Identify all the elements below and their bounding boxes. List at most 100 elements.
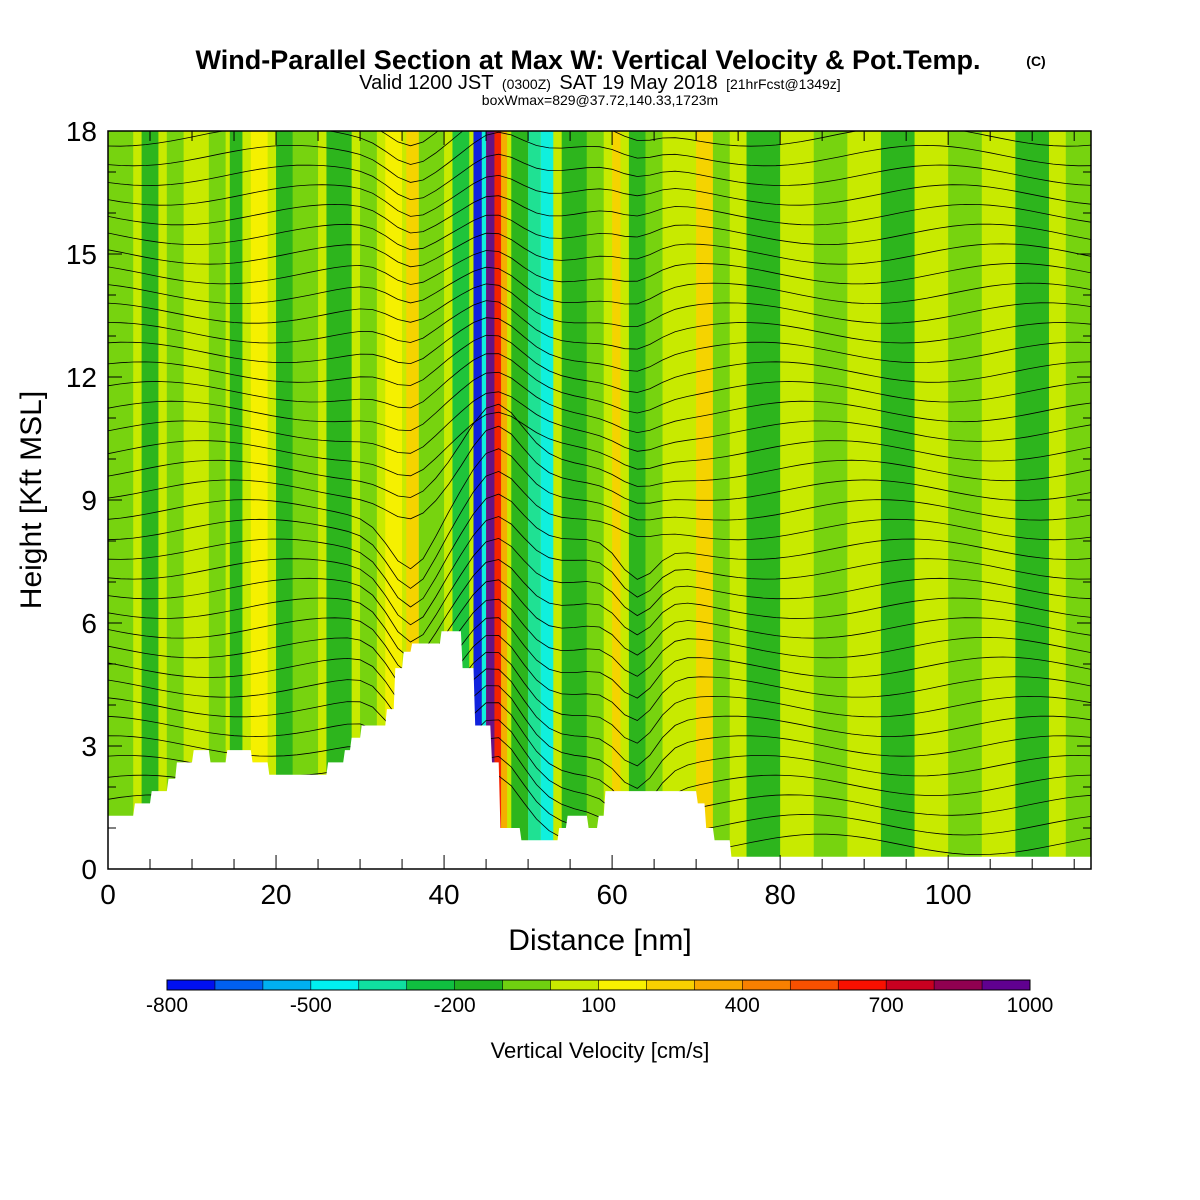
colorbar-swatch	[310, 980, 360, 990]
x-tick-label: 0	[100, 879, 116, 910]
theta-contour	[108, 559, 1091, 660]
velocity-band	[511, 131, 529, 869]
theta-contour	[108, 174, 1091, 217]
velocity-band	[746, 131, 781, 869]
colorbar-swatch	[502, 980, 552, 990]
velocity-band	[360, 131, 377, 869]
velocity-band	[813, 131, 848, 869]
y-axis-label: Height [Kft MSL]	[15, 391, 48, 609]
velocity-band	[628, 131, 646, 869]
plot-area	[108, 131, 1091, 869]
colorbar-swatch	[886, 980, 935, 990]
y-axis: 0 3 6 9 12 15 18	[66, 116, 1091, 885]
valid-prefix: Valid 1200 JST	[359, 72, 493, 94]
velocity-band	[586, 131, 604, 869]
theta-contour	[108, 371, 1091, 434]
colorbar-swatch	[550, 980, 599, 990]
theta-contour	[108, 403, 1091, 498]
x-axis-label: Distance [nm]	[508, 924, 691, 957]
x-tick-label: 60	[597, 879, 628, 910]
velocity-band	[141, 131, 159, 869]
colorbar-swatch	[646, 980, 695, 990]
velocity-band	[208, 131, 226, 869]
velocity-band	[166, 131, 184, 869]
theta-contour	[108, 470, 1091, 589]
y-tick-label: 18	[66, 116, 97, 147]
velocity-band	[494, 131, 502, 869]
theta-contour	[108, 685, 1091, 789]
velocity-band	[645, 131, 663, 869]
theta-contour	[108, 651, 1091, 746]
theta-contour	[108, 153, 1091, 201]
colorbar-tick-label: -800	[146, 994, 188, 1017]
velocity-band	[276, 131, 293, 869]
colorbar-swatch	[838, 980, 887, 990]
theta-contour	[108, 634, 1091, 728]
colorbar-swatch	[598, 980, 647, 990]
colorbar-tick-label: -200	[434, 994, 476, 1017]
valid-time-line: Valid 1200 JST (0300Z) SAT 19 May 2018 […	[359, 72, 840, 94]
colorbar-tick-label: 400	[725, 994, 760, 1017]
theta-contour	[108, 598, 1091, 693]
theta-contour	[108, 411, 1091, 477]
theta-contour	[108, 425, 1091, 520]
theta-contour	[108, 232, 1091, 268]
velocity-band	[528, 131, 541, 869]
valid-zulu: (0300Z)	[502, 76, 551, 92]
theta-contour	[108, 353, 1091, 414]
y-tick-label: 3	[81, 731, 97, 762]
x-tick-label: 80	[765, 879, 796, 910]
colorbar-swatch	[742, 980, 791, 990]
velocity-band	[481, 131, 487, 869]
colorbar: -800 -500 -200 100 400 700 1000	[146, 979, 1054, 1017]
velocity-band	[473, 131, 482, 869]
theta-contour	[108, 617, 1091, 710]
velocity-band	[501, 131, 508, 869]
terrain-mask	[108, 631, 1091, 869]
x-tick-label: 20	[260, 879, 291, 910]
theta-contour	[108, 579, 1091, 676]
theta-contour	[108, 668, 1091, 767]
theta-contour	[108, 131, 1091, 183]
x-tick-label: 40	[428, 879, 459, 910]
velocity-band	[486, 131, 495, 869]
velocity-band	[540, 131, 554, 869]
colorbar-swatch	[262, 980, 312, 990]
theta-contour	[108, 266, 1091, 305]
y-tick-label: 6	[81, 608, 97, 639]
theta-contour	[108, 493, 1091, 608]
colorbar-swatch	[934, 980, 983, 990]
theta-contour	[108, 250, 1091, 285]
colorbar-tick-label: 100	[581, 994, 616, 1017]
theta-contour	[108, 334, 1091, 393]
y-tick-label: 0	[81, 854, 97, 885]
colorbar-swatch	[358, 980, 408, 990]
colorbar-title: Vertical Velocity [cm/s]	[491, 1038, 710, 1063]
valid-forecast: [21hrFcst@1349z]	[726, 76, 841, 92]
colorbar-tick-label: 700	[869, 994, 904, 1017]
x-tick-label: 100	[925, 879, 972, 910]
colorbar-tick-label: 1000	[1007, 994, 1054, 1017]
theta-contour	[108, 448, 1091, 570]
y-tick-label: 12	[66, 362, 97, 393]
theta-contour	[108, 300, 1091, 350]
theta-contour	[108, 317, 1091, 372]
colorbar-swatch	[406, 980, 456, 990]
chart-title: Wind-Parallel Section at Max W: Vertical…	[196, 45, 981, 75]
colorbar-swatch	[214, 980, 264, 990]
y-tick-label: 9	[81, 485, 97, 516]
valid-date: SAT 19 May 2018	[559, 72, 717, 94]
colorbar-swatch	[694, 980, 743, 990]
y-tick-label: 15	[66, 239, 97, 270]
theta-contour	[108, 516, 1091, 626]
colorbar-swatch	[982, 980, 1031, 990]
theta-contour	[108, 283, 1091, 327]
colorbar-swatch	[454, 980, 504, 990]
velocity-band	[612, 131, 621, 869]
theta-contour	[108, 391, 1091, 454]
box-wmax-line: boxWmax=829@37.72,140.33,1723m	[482, 92, 718, 108]
x-axis: 0 20 40 60 80 100	[100, 131, 1075, 910]
copyright-mark: (C)	[1026, 53, 1045, 69]
theta-contour	[108, 537, 1091, 643]
